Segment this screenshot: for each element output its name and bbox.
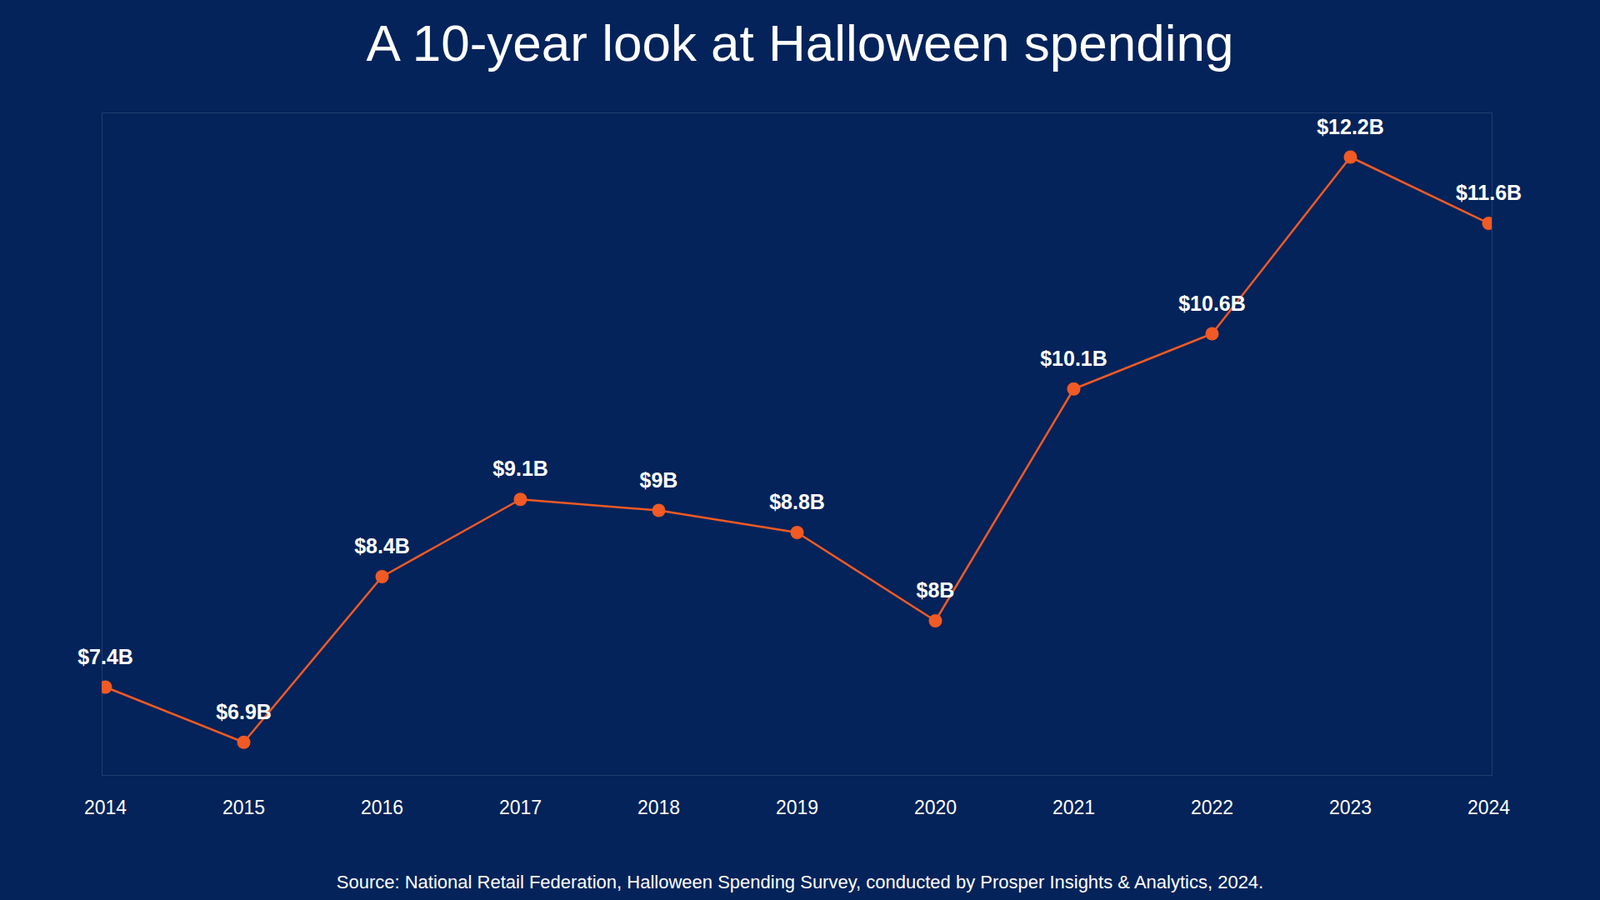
svg-text:2017: 2017 [499, 796, 542, 819]
svg-text:$10.6B: $10.6B [1178, 291, 1246, 315]
svg-text:2021: 2021 [1052, 796, 1095, 819]
svg-text:$10.1B: $10.1B [1040, 346, 1108, 370]
svg-text:$7.4B: $7.4B [77, 645, 134, 669]
svg-text:$8.4B: $8.4B [354, 534, 410, 558]
html-text:Source: National Retail Federa: Source: National Retail Federation, Hall… [336, 871, 1264, 893]
svg-text:2023: 2023 [1329, 796, 1372, 819]
svg-text:2024: 2024 [1467, 796, 1510, 819]
svg-text:$8B: $8B [916, 578, 955, 602]
svg-text:$8.8B: $8.8B [769, 490, 825, 514]
svg-text:$11.6B: $11.6B [1455, 180, 1522, 205]
svg-text:$9B: $9B [640, 468, 679, 492]
svg-text:2014: 2014 [84, 796, 127, 819]
svg-text:2020: 2020 [914, 796, 957, 819]
html-text:A 10-year look at Halloween sp: A 10-year look at Halloween spending [366, 14, 1234, 72]
svg-text:2018: 2018 [637, 796, 680, 819]
svg-text:2019: 2019 [775, 796, 819, 819]
svg-text:$9.1B: $9.1B [492, 456, 549, 480]
svg-text:2015: 2015 [222, 796, 265, 819]
svg-text:$12.2B: $12.2B [1316, 115, 1385, 139]
svg-text:$6.9B: $6.9B [215, 700, 272, 724]
svg-text:2022: 2022 [1190, 796, 1234, 819]
svg-text:2016: 2016 [360, 796, 404, 819]
